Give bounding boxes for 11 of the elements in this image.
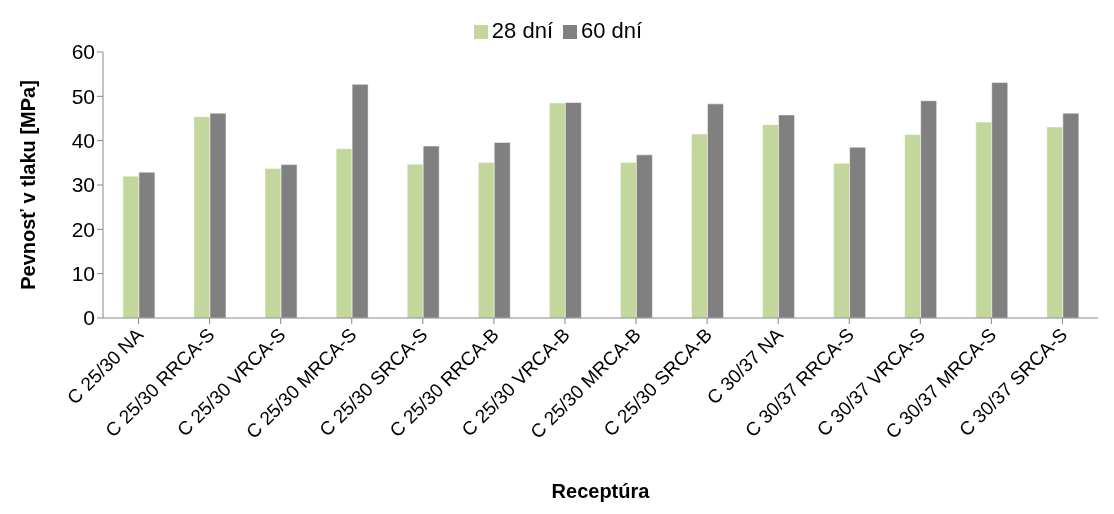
legend-label: 60 dní xyxy=(581,18,643,43)
y-tick-label: 10 xyxy=(71,262,95,286)
y-tick-label: 30 xyxy=(71,173,95,197)
y-tick-label: 50 xyxy=(71,84,95,108)
y-tick-label: 20 xyxy=(71,217,95,241)
y-axis-title: Pevnosť v tlaku [MPa] xyxy=(17,80,40,290)
legend-label: 28 dní xyxy=(491,18,553,43)
y-tick-label: 40 xyxy=(71,129,95,153)
x-axis-title: Receptúra xyxy=(551,480,651,502)
y-tick-label: 60 xyxy=(71,40,95,64)
y-tick-label: 0 xyxy=(83,306,95,330)
